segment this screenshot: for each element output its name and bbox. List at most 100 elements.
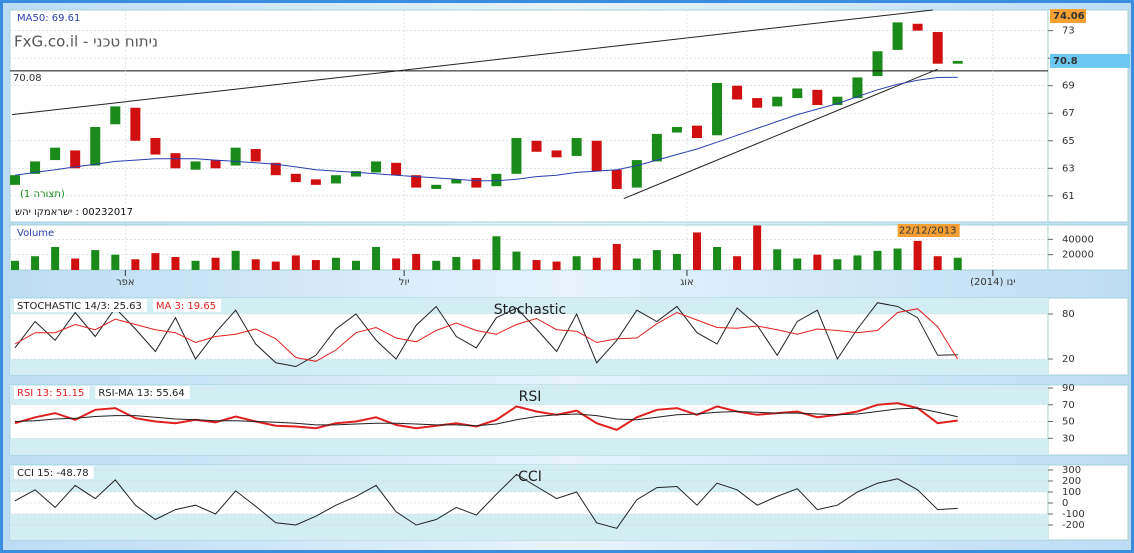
legend-entry: MA 3: 19.65 xyxy=(156,301,216,312)
legend-entry: RSI-MA 13: 55.64 xyxy=(98,388,184,399)
candle xyxy=(391,162,402,176)
y-tick-label: 30 xyxy=(1062,433,1075,444)
candle xyxy=(691,125,702,139)
axis-area xyxy=(1047,9,1129,223)
legend-entry: Volume xyxy=(17,228,54,239)
volume-bar xyxy=(111,254,120,270)
volume-bar xyxy=(753,225,762,270)
series-line xyxy=(14,473,958,529)
candle xyxy=(852,77,863,99)
volume-bar xyxy=(392,258,401,270)
candle xyxy=(772,96,783,107)
candle xyxy=(551,150,562,158)
legend-bg xyxy=(152,299,222,312)
volume-bar xyxy=(632,258,641,270)
legend-bg xyxy=(14,226,60,239)
candle xyxy=(611,169,622,189)
candle xyxy=(310,179,321,185)
axis-area xyxy=(1047,464,1129,541)
volume-bar xyxy=(592,257,601,270)
candle xyxy=(732,85,743,100)
volume-bar xyxy=(913,240,922,270)
volume-bar xyxy=(151,253,160,270)
volume-bar xyxy=(31,256,40,270)
candle xyxy=(671,127,682,133)
series-line xyxy=(14,308,959,362)
candle xyxy=(351,171,361,177)
volume-bar xyxy=(311,260,320,270)
zone xyxy=(10,359,1048,375)
y-tick-label: 70 xyxy=(1062,400,1075,411)
zone xyxy=(10,465,1048,492)
candle xyxy=(491,173,502,187)
volume-bar xyxy=(452,256,461,270)
last-box xyxy=(1050,53,1130,68)
legend-bg xyxy=(95,386,190,399)
volume-bar xyxy=(271,261,280,270)
chart-title: ניתוח טכני - FxG.co.il xyxy=(14,33,158,51)
volume-bar xyxy=(773,249,782,270)
candle xyxy=(130,107,141,141)
y-tick-label: 80 xyxy=(1062,309,1075,320)
y-tick-label: 0 xyxy=(1062,498,1068,509)
volume-bar xyxy=(71,258,80,270)
volume-bar xyxy=(512,251,521,270)
volume-bar xyxy=(672,253,681,270)
volume-bar xyxy=(652,250,661,270)
volume-bar xyxy=(833,259,842,270)
panel xyxy=(9,9,1049,223)
volume-bar xyxy=(291,255,300,270)
candle xyxy=(150,138,161,155)
volume-bar xyxy=(612,243,621,270)
legend-bg xyxy=(14,11,86,24)
y-tick-label: 73 xyxy=(1062,26,1075,37)
candle xyxy=(50,147,61,161)
candle xyxy=(30,161,41,174)
candle xyxy=(471,177,482,188)
series-line xyxy=(14,76,958,182)
candle xyxy=(290,173,301,183)
volume-bar xyxy=(793,258,802,270)
candle xyxy=(651,133,662,162)
zone xyxy=(10,514,1048,540)
candle xyxy=(330,175,341,184)
level-label: 70.08 xyxy=(13,73,42,84)
volume-bar xyxy=(432,260,441,270)
candle xyxy=(752,98,763,108)
candle xyxy=(371,161,382,173)
symbol-label: 00232017 : ישראמקו יהש xyxy=(15,207,133,218)
y-tick-label: 20000 xyxy=(1062,250,1094,261)
candle xyxy=(250,149,261,162)
y-tick-label: 61 xyxy=(1062,191,1075,202)
candle xyxy=(571,138,582,156)
series-line xyxy=(14,402,958,431)
candle xyxy=(952,60,963,64)
high-box xyxy=(1050,9,1086,24)
volume-bar xyxy=(472,259,481,270)
volume-bar xyxy=(713,247,722,270)
trendline xyxy=(11,9,933,116)
candle xyxy=(892,22,903,50)
zone xyxy=(10,298,1048,314)
high-label: 74.06 xyxy=(1053,11,1085,22)
volume-bar xyxy=(933,256,942,270)
volume-bar xyxy=(412,253,421,270)
volume-bar xyxy=(873,250,882,270)
y-tick-label: 40000 xyxy=(1062,234,1094,245)
legend-entry: MA50: 69.61 xyxy=(17,13,80,24)
axis-area xyxy=(1047,297,1129,376)
volume-bar xyxy=(813,254,822,270)
volume-bar xyxy=(331,257,340,270)
y-tick-label: 63 xyxy=(1062,163,1075,174)
candle xyxy=(70,150,81,169)
x-tick-label: יול xyxy=(399,277,410,288)
candle xyxy=(451,179,462,184)
panel xyxy=(9,224,1049,271)
volume-bar xyxy=(231,250,240,270)
panel-title: RSI xyxy=(519,389,542,405)
volume-bar xyxy=(372,247,381,270)
volume-bar xyxy=(251,259,260,270)
volume-bar xyxy=(853,255,862,270)
last-label: 70.8 xyxy=(1053,56,1078,67)
